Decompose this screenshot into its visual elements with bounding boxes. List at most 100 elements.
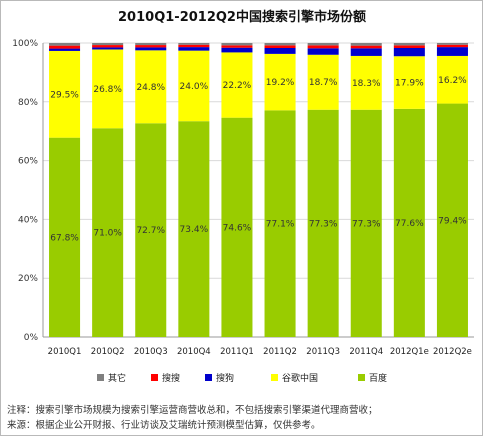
legend-swatch: [205, 374, 212, 381]
bar-segment: [436, 55, 468, 104]
bar-segment: [307, 54, 339, 110]
x-tick-label: 2010Q1: [48, 347, 82, 357]
bar-segment: [264, 53, 296, 111]
bar-segment: [307, 45, 339, 49]
chart-title: 2010Q1-2012Q2中国搜索引擎市场份额: [118, 9, 366, 25]
data-label: 67.8%: [50, 233, 79, 243]
legend-swatch: [358, 374, 365, 381]
data-label: 26.8%: [93, 85, 122, 95]
legend: 其它 搜搜 搜狗 谷歌中国 百度: [97, 372, 387, 384]
bar-segment: [393, 56, 425, 109]
bar-segment: [393, 45, 425, 48]
bar-segment: [49, 48, 81, 51]
data-label: 18.3%: [352, 79, 381, 89]
bar-segment: [350, 43, 382, 46]
footnote-note: 注释：搜索引擎市场规模为搜索引擎运营商营收总和，不包括搜索引擎渠道代理商营收；: [7, 404, 378, 416]
legend-label: 谷歌中国: [282, 372, 318, 384]
bar-segment: [92, 128, 124, 337]
x-axis: 2010Q1 2010Q2 2010Q3 2010Q4 2011Q1 2011Q2 2011…: [48, 347, 472, 357]
data-label: 16.2%: [438, 76, 467, 86]
data-label: 17.9%: [395, 79, 424, 89]
bar-segment: [135, 45, 167, 48]
data-label: 74.6%: [223, 223, 252, 233]
legend-label: 搜搜: [162, 372, 180, 384]
data-label: 77.3%: [309, 219, 338, 229]
data-label: 77.6%: [395, 219, 424, 229]
bars: [49, 43, 468, 338]
data-label: 29.5%: [50, 90, 79, 100]
x-tick-label: 2010Q4: [177, 347, 211, 357]
x-tick-label: 2011Q2: [263, 347, 297, 357]
legend-swatch: [97, 374, 104, 381]
bar-segment: [178, 47, 210, 51]
bar-segment: [264, 47, 296, 54]
data-label: 77.3%: [352, 219, 381, 229]
y-tick-label: 100%: [12, 39, 38, 49]
bar-segment: [264, 43, 296, 46]
x-tick-label: 2011Q3: [306, 347, 340, 357]
data-label: 73.4%: [180, 225, 209, 235]
bar-segment: [135, 43, 167, 46]
bar-segment: [221, 47, 253, 53]
data-label: 71.0%: [93, 229, 122, 239]
bar-segment: [135, 50, 167, 124]
footnote-source: 来源：根据企业公开财报、行业访谈及艾瑞统计预测模型估算，仅供参考。: [7, 419, 321, 431]
bar-segment: [264, 45, 296, 48]
data-label: 19.2%: [266, 78, 295, 88]
bar-segment: [92, 49, 124, 129]
bar-segment: [393, 108, 425, 337]
bar-segment: [436, 44, 468, 48]
y-tick-label: 0%: [24, 333, 39, 343]
bar-segment: [49, 50, 81, 138]
bar-segment: [221, 43, 253, 46]
bar-segment: [178, 43, 210, 45]
x-tick-label: 2012Q2e: [433, 347, 472, 357]
bar-segment: [350, 45, 382, 49]
bar-segment: [350, 109, 382, 337]
bar-segment: [393, 47, 425, 57]
bar-segment: [436, 47, 468, 56]
x-tick-label: 2011Q1: [220, 347, 254, 357]
data-label: 79.4%: [438, 216, 467, 226]
data-label: 22.2%: [223, 81, 252, 91]
bar-segment: [135, 47, 167, 51]
y-tick-label: 20%: [18, 274, 38, 284]
bar-segment: [307, 48, 339, 55]
x-tick-label: 2010Q3: [134, 347, 168, 357]
bar-segment: [178, 50, 210, 122]
bar-segment: [178, 121, 210, 337]
bar-segment: [135, 123, 167, 338]
bar-segment: [221, 45, 253, 48]
data-label: 24.8%: [136, 83, 165, 93]
y-tick-label: 80%: [18, 98, 38, 108]
bar-segment: [307, 109, 339, 337]
legend-swatch: [271, 374, 278, 381]
legend-swatch: [151, 374, 158, 381]
bar-segment: [393, 43, 425, 46]
y-tick-label: 60%: [18, 157, 38, 167]
bar-segment: [92, 43, 124, 46]
data-labels: 67.8% 29.5% 71.0% 26.8% 72.7% 24.8% 73.4% 24.0%…: [50, 76, 467, 244]
data-label: 72.7%: [136, 226, 165, 236]
bar-segment: [307, 43, 339, 46]
bar-segment: [178, 44, 210, 48]
x-tick-label: 2010Q2: [91, 347, 125, 357]
bar-segment: [221, 117, 253, 338]
data-label: 24.0%: [180, 82, 209, 92]
legend-label: 百度: [369, 372, 387, 384]
y-tick-label: 40%: [18, 215, 38, 225]
x-tick-label: 2011Q4: [349, 347, 383, 357]
legend-label: 搜狗: [216, 372, 234, 384]
data-label: 18.7%: [309, 78, 338, 88]
data-label: 77.1%: [266, 220, 295, 230]
bar-segment: [92, 47, 124, 50]
legend-label: 其它: [108, 372, 126, 384]
bar-segment: [49, 137, 81, 337]
bar-segment: [49, 45, 81, 49]
bar-segment: [49, 43, 81, 46]
bar-segment: [221, 52, 253, 118]
x-tick-label: 2012Q1e: [390, 347, 429, 357]
bar-segment: [92, 45, 124, 48]
